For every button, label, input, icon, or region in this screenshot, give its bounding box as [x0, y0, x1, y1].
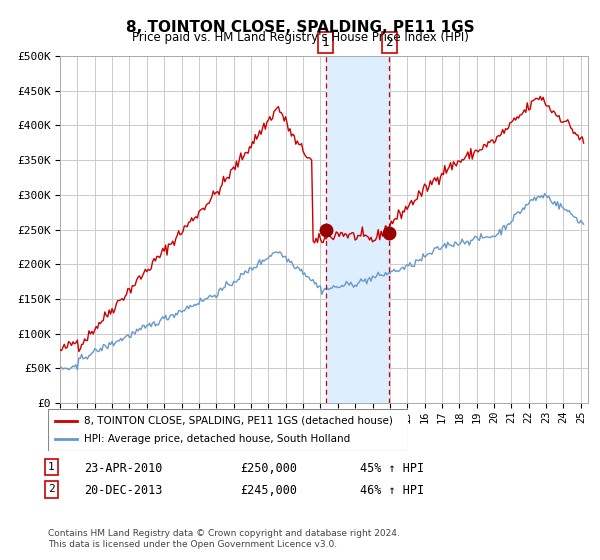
Text: 45% ↑ HPI: 45% ↑ HPI: [360, 462, 424, 475]
Text: 8, TOINTON CLOSE, SPALDING, PE11 1GS: 8, TOINTON CLOSE, SPALDING, PE11 1GS: [125, 20, 475, 35]
Text: 23-APR-2010: 23-APR-2010: [84, 462, 163, 475]
Text: £250,000: £250,000: [240, 462, 297, 475]
Text: Contains HM Land Registry data © Crown copyright and database right 2024.
This d: Contains HM Land Registry data © Crown c…: [48, 529, 400, 549]
Text: 2: 2: [48, 484, 55, 494]
Text: 20-DEC-2013: 20-DEC-2013: [84, 484, 163, 497]
Text: 1: 1: [48, 462, 55, 472]
Text: Price paid vs. HM Land Registry's House Price Index (HPI): Price paid vs. HM Land Registry's House …: [131, 31, 469, 44]
Text: HPI: Average price, detached house, South Holland: HPI: Average price, detached house, Sout…: [84, 434, 350, 444]
Text: 1: 1: [322, 36, 329, 49]
Text: 46% ↑ HPI: 46% ↑ HPI: [360, 484, 424, 497]
FancyBboxPatch shape: [48, 409, 408, 451]
Text: 8, TOINTON CLOSE, SPALDING, PE11 1GS (detached house): 8, TOINTON CLOSE, SPALDING, PE11 1GS (de…: [84, 416, 393, 426]
Text: £245,000: £245,000: [240, 484, 297, 497]
Bar: [326, 56, 389, 403]
Text: 2: 2: [386, 36, 393, 49]
